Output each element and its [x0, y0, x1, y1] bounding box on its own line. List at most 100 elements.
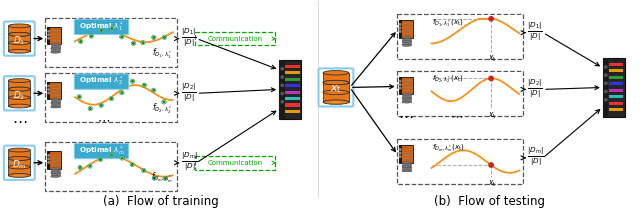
Text: $f_{D_1,\lambda_1^*}(x_{\mathrm{t}})$: $f_{D_1,\lambda_1^*}(x_{\mathrm{t}})$ — [431, 17, 463, 29]
Bar — [47, 82, 51, 99]
Circle shape — [605, 90, 607, 93]
Bar — [47, 151, 61, 169]
Bar — [8, 43, 30, 51]
Text: $\frac{|D_2|}{|D|}$: $\frac{|D_2|}{|D|}$ — [527, 77, 543, 100]
Text: (a)  Flow of training: (a) Flow of training — [103, 195, 219, 208]
Bar — [609, 76, 623, 79]
Bar — [429, 140, 521, 179]
Bar — [429, 72, 521, 111]
Circle shape — [489, 163, 493, 167]
Ellipse shape — [51, 43, 60, 45]
Bar — [73, 19, 175, 62]
Circle shape — [605, 99, 607, 101]
Ellipse shape — [8, 32, 30, 36]
Bar — [323, 83, 349, 92]
Bar — [45, 73, 177, 122]
Circle shape — [399, 84, 401, 85]
Bar — [8, 167, 30, 176]
Circle shape — [399, 31, 401, 32]
Bar — [8, 81, 30, 89]
Ellipse shape — [51, 98, 60, 100]
Circle shape — [281, 92, 284, 95]
Bar — [45, 18, 177, 67]
Bar — [279, 60, 285, 119]
Bar — [429, 15, 521, 54]
Bar — [609, 89, 623, 92]
Circle shape — [152, 88, 156, 92]
Text: $\cdots$: $\cdots$ — [451, 109, 463, 122]
Bar — [399, 20, 402, 38]
Text: $f_{D_1,\lambda_1^*}$: $f_{D_1,\lambda_1^*}$ — [152, 47, 173, 61]
Text: (b)  Flow of testing: (b) Flow of testing — [434, 195, 545, 208]
Ellipse shape — [8, 96, 30, 99]
Ellipse shape — [402, 45, 411, 46]
Ellipse shape — [323, 100, 349, 104]
Bar — [397, 71, 523, 116]
Ellipse shape — [402, 101, 411, 103]
Ellipse shape — [402, 93, 411, 95]
Bar — [51, 99, 60, 103]
Ellipse shape — [51, 168, 60, 170]
Circle shape — [90, 34, 93, 38]
Circle shape — [131, 163, 134, 166]
Text: $x_{\mathrm{t}}$: $x_{\mathrm{t}}$ — [330, 84, 342, 95]
Circle shape — [399, 149, 401, 150]
Circle shape — [399, 156, 401, 157]
Ellipse shape — [13, 105, 26, 107]
Circle shape — [281, 84, 284, 87]
Bar — [397, 139, 523, 184]
Text: $\frac{|D_m|}{|D|}$: $\frac{|D_m|}{|D|}$ — [527, 146, 545, 168]
Circle shape — [99, 104, 103, 107]
Bar — [8, 34, 30, 43]
Circle shape — [48, 158, 49, 160]
Circle shape — [605, 66, 607, 68]
Text: $\cdots$: $\cdots$ — [97, 114, 110, 127]
Ellipse shape — [8, 41, 30, 45]
Circle shape — [281, 68, 284, 70]
Ellipse shape — [51, 51, 60, 53]
Ellipse shape — [51, 47, 60, 49]
Text: $x_{\mathrm{t}}$: $x_{\mathrm{t}}$ — [488, 110, 497, 121]
Circle shape — [143, 83, 146, 87]
Text: Optimal $\lambda_2^*$: Optimal $\lambda_2^*$ — [79, 75, 124, 88]
Circle shape — [281, 76, 284, 78]
Circle shape — [48, 155, 49, 156]
Circle shape — [152, 36, 156, 39]
Bar — [285, 97, 300, 100]
Text: $\frac{|D_1|}{|D|}$: $\frac{|D_1|}{|D|}$ — [180, 26, 196, 49]
Ellipse shape — [8, 32, 30, 36]
Circle shape — [399, 27, 401, 29]
Circle shape — [88, 107, 92, 110]
Ellipse shape — [8, 104, 30, 108]
Circle shape — [48, 89, 49, 90]
Ellipse shape — [323, 80, 349, 85]
Circle shape — [605, 82, 607, 85]
Bar — [47, 27, 61, 45]
Bar — [51, 45, 60, 48]
FancyBboxPatch shape — [74, 143, 129, 159]
Circle shape — [141, 41, 145, 44]
Text: Communication: Communication — [207, 160, 262, 166]
Circle shape — [48, 38, 49, 39]
Bar — [399, 145, 402, 163]
Bar — [397, 14, 523, 59]
Bar — [399, 77, 413, 94]
Bar — [402, 38, 411, 42]
Circle shape — [399, 152, 401, 154]
Bar — [402, 167, 411, 170]
Bar — [609, 82, 623, 85]
Circle shape — [120, 91, 124, 95]
Text: $f_{D_m,\lambda_m^*}$: $f_{D_m,\lambda_m^*}$ — [151, 171, 173, 185]
Ellipse shape — [51, 106, 60, 108]
Bar — [73, 143, 175, 186]
Bar — [51, 169, 60, 173]
Text: $x_{\mathrm{t}}$: $x_{\mathrm{t}}$ — [488, 54, 497, 64]
Circle shape — [110, 27, 114, 30]
Ellipse shape — [402, 162, 411, 164]
Ellipse shape — [8, 174, 30, 177]
Circle shape — [109, 97, 113, 100]
Ellipse shape — [8, 24, 30, 28]
Text: $\cdots$: $\cdots$ — [398, 108, 413, 123]
Text: Optimal $\lambda_m^*$: Optimal $\lambda_m^*$ — [79, 144, 124, 158]
Ellipse shape — [8, 148, 30, 152]
